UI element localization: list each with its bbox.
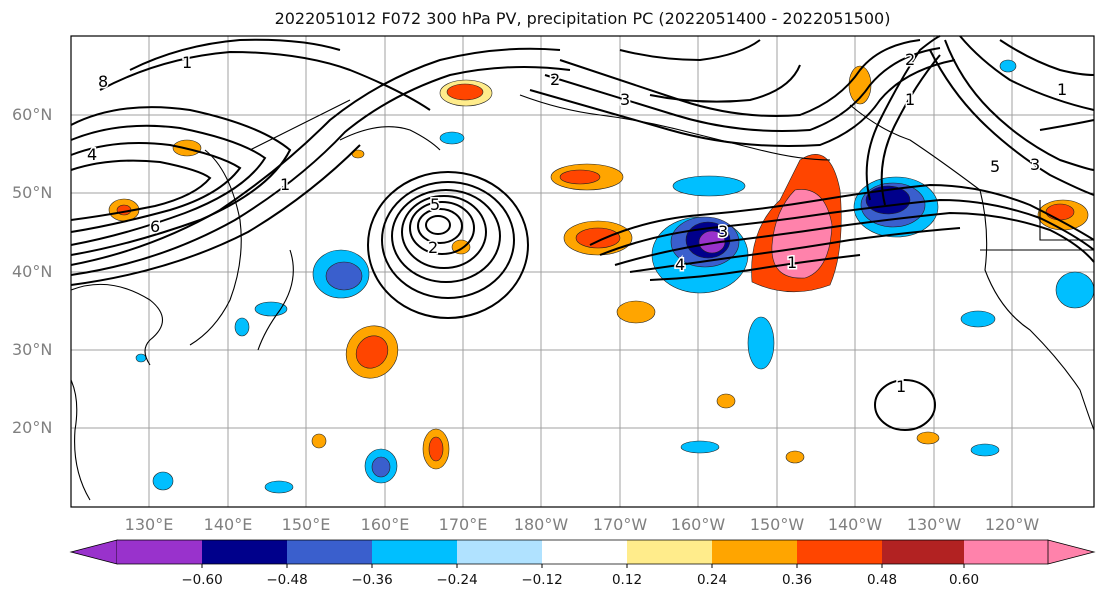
contour-labels: 8 1 1 4 6 5 2 2 3 4 3 1 2 1 5 3 1 1 [86,49,1069,398]
colorbar-segment [712,540,797,564]
contour-label: 2 [550,70,560,89]
colorbar-segment [117,540,202,564]
contour-label: 8 [98,72,108,91]
map-title: 2022051012 F072 300 hPa PV, precipitatio… [274,9,891,28]
contour-label: 2 [905,50,915,69]
contour-label: 1 [1057,80,1067,99]
contour-label: 3 [620,90,630,109]
colorbar-segment [202,540,287,564]
graticule [71,36,1094,507]
contour-label: 1 [280,175,290,194]
colorbar-tick-label: 0.24 [696,572,728,588]
lon-label: 170°W [592,515,648,534]
lon-label: 180°W [513,515,569,534]
colorbar-tick-label: 0.12 [611,572,643,588]
contour-label: 4 [675,255,685,274]
colorbar [69,539,1096,568]
colorbar-tick-label: −0.36 [351,572,393,588]
colorbar-segment [627,540,712,564]
lat-label: 40°N [12,262,53,281]
lon-label: 150°W [749,515,805,534]
contour-label: 1 [182,53,192,72]
colorbar-segment [372,540,457,564]
lon-label: 120°W [984,515,1040,534]
colorbar-segment [542,540,627,564]
contour-label: 2 [428,238,438,257]
lon-label: 170°E [438,515,488,534]
colorbar-segment [964,540,1048,564]
lon-label: 140°E [203,515,253,534]
colorbar-tick-label: 0.36 [781,572,813,588]
map-frame [70,35,1095,508]
pv-contours [70,35,1095,431]
contour-label: 5 [990,157,1000,176]
lat-label: 30°N [12,340,53,359]
contour-label: 1 [905,90,915,109]
contour-label: 3 [1030,155,1040,174]
lat-label: 50°N [12,183,53,202]
colorbar-tick-label: 0.48 [866,572,898,588]
colorbar-tick-label: 0.60 [948,572,980,588]
lon-label: 160°W [670,515,726,534]
contour-label: 6 [150,217,160,236]
lon-label: 130°E [124,515,174,534]
lon-label: 140°W [827,515,883,534]
lon-label: 130°W [906,515,962,534]
contour-label: 5 [430,195,440,214]
colorbar-tick-label: −0.48 [266,572,308,588]
colorbar-tick-label: −0.24 [436,572,478,588]
contour-label: 1 [896,377,906,396]
colorbar-segment [457,540,542,564]
colorbar-segment [287,540,372,564]
colorbar-tick-label: −0.60 [181,572,223,588]
contour-label: 4 [87,145,97,164]
lat-label: 20°N [12,418,53,437]
colorbar-segment [882,540,964,564]
lon-label: 150°E [281,515,331,534]
coastlines [70,94,1095,501]
lat-label: 60°N [12,105,53,124]
lon-label: 160°E [360,515,410,534]
contour-label: 1 [787,253,797,272]
colorbar-tick-label: −0.12 [521,572,563,588]
contour-label: 3 [718,222,728,241]
colorbar-segment [797,540,882,564]
